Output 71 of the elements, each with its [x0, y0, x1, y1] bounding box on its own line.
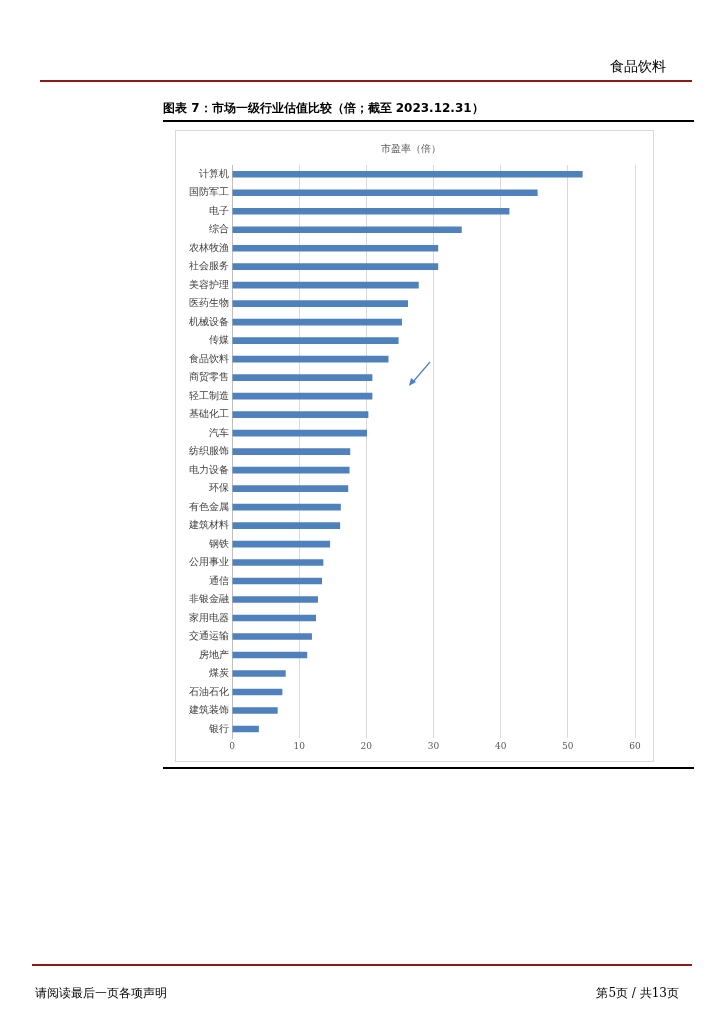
x-tick-label: 10	[293, 740, 306, 751]
bar	[232, 355, 389, 363]
bar	[232, 596, 318, 603]
y-tick-label: 电力设备	[189, 463, 229, 475]
bar	[232, 559, 324, 566]
y-tick-label: 房地产	[199, 648, 229, 660]
bar	[232, 207, 510, 215]
y-tick-label: 建筑装饰	[188, 704, 229, 716]
y-tick-label: 银行	[208, 722, 229, 734]
bar	[232, 374, 373, 381]
y-tick-label: 石油石化	[189, 685, 229, 697]
y-tick-label: 食品饮料	[189, 352, 229, 364]
y-tick-label: 社会服务	[189, 260, 229, 272]
y-tick-label: 计算机	[199, 167, 229, 179]
x-tick-label: 30	[427, 740, 440, 751]
y-tick-label: 汽车	[209, 426, 229, 438]
y-tick-label: 有色金属	[189, 500, 229, 512]
bar	[232, 485, 349, 492]
bar	[232, 614, 316, 622]
text: 第5页 / 共13页	[596, 985, 679, 1002]
y-tick-label: 公用事业	[189, 556, 229, 568]
y-tick-label: 家用电器	[189, 611, 229, 623]
y-tick-label: 美容护理	[189, 278, 229, 290]
y-tick-label: 煤炭	[209, 667, 229, 679]
x-tick-label: 20	[360, 740, 373, 751]
bar	[232, 411, 369, 418]
y-tick-label: 国防军工	[189, 186, 229, 198]
text: 食品饮料	[610, 58, 666, 76]
y-tick-label: 农林牧渔	[189, 241, 229, 253]
bar	[232, 263, 439, 271]
bar	[232, 429, 368, 437]
x-tick-label: 50	[562, 740, 574, 751]
bar	[232, 670, 286, 677]
bar	[232, 522, 341, 529]
y-tick-label: 建筑材料	[188, 519, 229, 531]
y-tick-label: 机械设备	[189, 315, 229, 327]
y-tick-label: 电子	[209, 204, 229, 216]
bar	[232, 300, 408, 308]
bar	[232, 503, 341, 511]
bar	[232, 244, 439, 252]
bar	[232, 281, 419, 289]
x-tick-label: 40	[494, 740, 507, 751]
y-tick-label: 交通运输	[189, 630, 229, 642]
bar	[232, 540, 331, 548]
text: 请阅读最后一页各项声明	[35, 985, 167, 1002]
bar	[232, 707, 278, 714]
bar	[232, 448, 351, 455]
y-tick-label: 医药生物	[189, 297, 229, 309]
bar	[232, 392, 373, 400]
y-tick-label: 传媒	[209, 334, 229, 346]
y-tick-label: 轻工制造	[189, 389, 229, 401]
y-tick-label: 非银金融	[189, 593, 229, 605]
y-tick-label: 纺织服饰	[189, 445, 229, 457]
y-tick-label: 环保	[209, 482, 229, 494]
y-tick-label: 通信	[209, 574, 229, 586]
x-tick-label: 0	[229, 740, 236, 751]
y-tick-label: 基础化工	[189, 408, 229, 420]
y-tick-label: 钢铁	[208, 537, 229, 549]
y-tick-label: 商贸零售	[189, 371, 229, 383]
bar	[232, 189, 538, 197]
x-tick-label: 60	[629, 740, 641, 751]
bar	[232, 466, 350, 474]
bar	[232, 318, 402, 326]
bar	[232, 226, 462, 234]
bar	[232, 170, 583, 178]
bar	[232, 337, 399, 344]
chart-title: 图表 7：市场一级行业估值比较（倍；截至 2023.12.31）	[163, 100, 694, 122]
bar	[232, 633, 312, 640]
chart-subtitle: 市盈率（倍）	[380, 142, 441, 154]
y-tick-label: 综合	[209, 223, 229, 235]
bar	[232, 577, 322, 585]
